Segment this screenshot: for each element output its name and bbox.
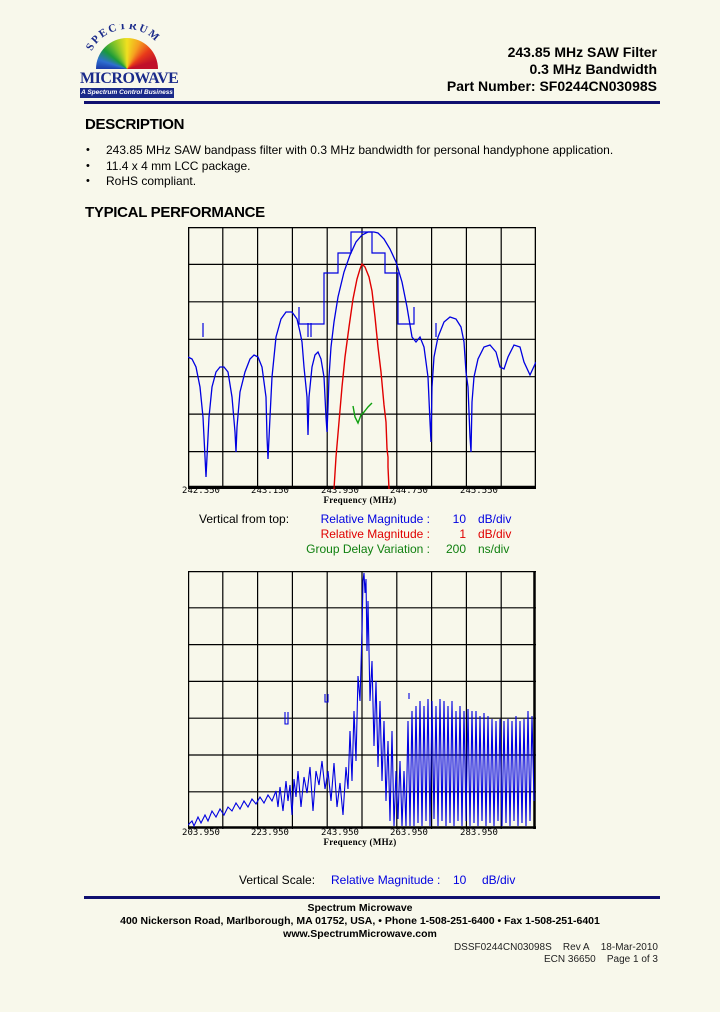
part-number: Part Number: SF0244CN03098S [446, 78, 657, 94]
legend-unit: ns/div [478, 542, 510, 556]
footer-fax: Fax 1-508-251-6401 [504, 915, 600, 927]
mask-trace [298, 231, 415, 325]
description-bullet: 11.4 x 4 mm LCC package. [86, 159, 613, 175]
footer-contact: 400 Nickerson Road, Marlborough, MA 0175… [120, 915, 600, 927]
legend-unit: dB/div [478, 512, 512, 526]
legend-heading: Vertical Scale: [239, 873, 316, 887]
x-tick-label: 242.350 [182, 486, 220, 496]
document-info: DSSF0244CN03098S Rev A 18-Mar-2010 [454, 942, 658, 954]
product-title: 243.85 MHz SAW Filter [507, 44, 657, 60]
legend-label: Relative Magnitude : [320, 527, 430, 541]
chart-grid [187, 226, 537, 490]
legend-unit: dB/div [478, 527, 512, 541]
x-tick-label: 263.950 [390, 828, 428, 838]
x-axis-title: Frequency (MHz) [323, 837, 397, 847]
group-delay-trace [352, 402, 373, 425]
bullet-separator: • [378, 915, 382, 927]
legend-value: 200 [445, 542, 466, 556]
footer-website[interactable]: www.SpectrumMicrowave.com [283, 928, 437, 940]
legend-label: Relative Magnitude : [320, 512, 430, 526]
page-number: Page 1 of 3 [606, 954, 658, 965]
x-tick-label: 223.950 [251, 828, 289, 838]
wideband-magnitude-trace [187, 572, 535, 828]
legend-unit: dB/div [482, 873, 516, 887]
footer-address: 400 Nickerson Road, Marlborough, MA 0175… [120, 915, 373, 927]
passband-chart: 242.350 243.150 243.950 244.750 245.550 … [182, 226, 537, 505]
company-logo: SPECTRUM MICROWAVE A Spectrum Control Bu… [78, 24, 179, 100]
x-tick-label: 243.950 [321, 828, 359, 838]
description-bullet: 243.85 MHz SAW bandpass filter with 0.3 … [86, 143, 613, 159]
legend-value: 1 [459, 527, 466, 541]
product-title-block: 243.85 MHz SAW Filter 0.3 MHz Bandwidth … [447, 44, 657, 95]
footer-phone: Phone 1-508-251-6400 [384, 915, 495, 927]
wideband-chart: 203.950 223.950 243.950 263.950 283.950 … [182, 571, 536, 847]
bullet-separator: • [497, 915, 502, 927]
doc-ecn: ECN 36650 [544, 954, 596, 965]
legend-heading: Vertical from top: [199, 512, 290, 526]
performance-heading: TYPICAL PERFORMANCE [85, 204, 265, 221]
description-heading: DESCRIPTION [85, 116, 185, 133]
footer-company: Spectrum Microwave [307, 902, 413, 914]
logo-tagline: A Spectrum Control Business [80, 88, 174, 98]
legend-value: 10 [453, 873, 467, 887]
doc-id: DSSF0244CN03098S [453, 942, 552, 953]
legend-value: 10 [452, 512, 466, 526]
x-axis-title: Frequency (MHz) [323, 495, 397, 505]
legend-label: Group Delay Variation : [306, 542, 430, 556]
x-tick-label: 245.550 [460, 486, 498, 496]
footer-divider [84, 896, 660, 899]
wideband-chart-legend: Vertical Scale: Relative Magnitude : 10 … [0, 873, 720, 889]
passband-chart-legend: Vertical from top: Relative Magnitude : … [0, 512, 720, 560]
logo-word: MICROWAVE [80, 70, 179, 87]
header-divider [84, 101, 660, 104]
wideband-chart-plot [187, 571, 536, 829]
product-bandwidth: 0.3 MHz Bandwidth [529, 61, 657, 77]
x-tick-label: 243.950 [321, 486, 359, 496]
description-list: 243.85 MHz SAW bandpass filter with 0.3 … [86, 143, 613, 190]
legend-label: Relative Magnitude : [331, 873, 441, 887]
doc-date: 18-Mar-2010 [600, 942, 658, 953]
x-tick-label: 243.150 [251, 486, 289, 496]
document-info-2: ECN 36650 Page 1 of 3 [544, 954, 658, 966]
magnitude-10db-trace [187, 231, 537, 478]
passband-chart-plot [187, 226, 537, 490]
doc-rev: Rev A [562, 942, 590, 953]
x-tick-label: 283.950 [460, 828, 498, 838]
x-tick-label: 203.950 [182, 828, 220, 838]
magnitude-1db-trace [333, 262, 390, 490]
description-bullet: RoHS compliant. [86, 174, 613, 190]
x-tick-label: 244.750 [390, 486, 428, 496]
